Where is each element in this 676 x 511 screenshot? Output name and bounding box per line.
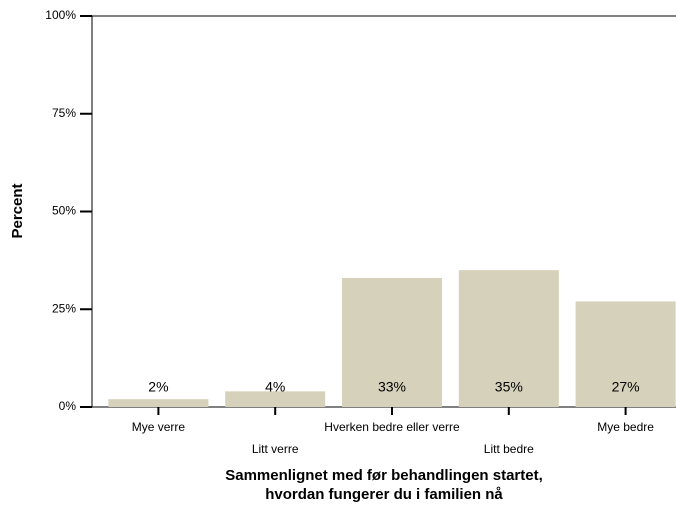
x-axis-title: Sammenlignet med før behandlingen starte… bbox=[225, 467, 543, 484]
bar bbox=[575, 301, 676, 407]
x-axis-title: hvordan fungerer du i familien nå bbox=[265, 486, 503, 503]
y-tick-label: 100% bbox=[45, 8, 76, 22]
value-label: 2% bbox=[148, 379, 168, 395]
x-tick-label: Mye bedre bbox=[597, 420, 654, 434]
y-tick-label: 50% bbox=[52, 204, 76, 218]
value-label: 35% bbox=[495, 379, 523, 395]
bar bbox=[108, 399, 209, 407]
bar bbox=[342, 277, 442, 407]
value-label: 4% bbox=[265, 379, 285, 395]
bar bbox=[458, 270, 559, 407]
y-tick-label: 0% bbox=[59, 399, 77, 413]
value-label: 33% bbox=[378, 379, 406, 395]
x-tick-label: Litt verre bbox=[252, 442, 299, 456]
y-tick-label: 75% bbox=[52, 106, 76, 120]
value-label: 27% bbox=[612, 379, 640, 395]
y-tick-label: 25% bbox=[52, 301, 76, 315]
bar bbox=[225, 391, 326, 407]
x-tick-label: Mye verre bbox=[132, 420, 186, 434]
y-axis-title: Percent bbox=[9, 183, 26, 238]
x-tick-label: Hverken bedre eller verre bbox=[324, 420, 460, 434]
x-tick-label: Litt bedre bbox=[484, 442, 534, 456]
